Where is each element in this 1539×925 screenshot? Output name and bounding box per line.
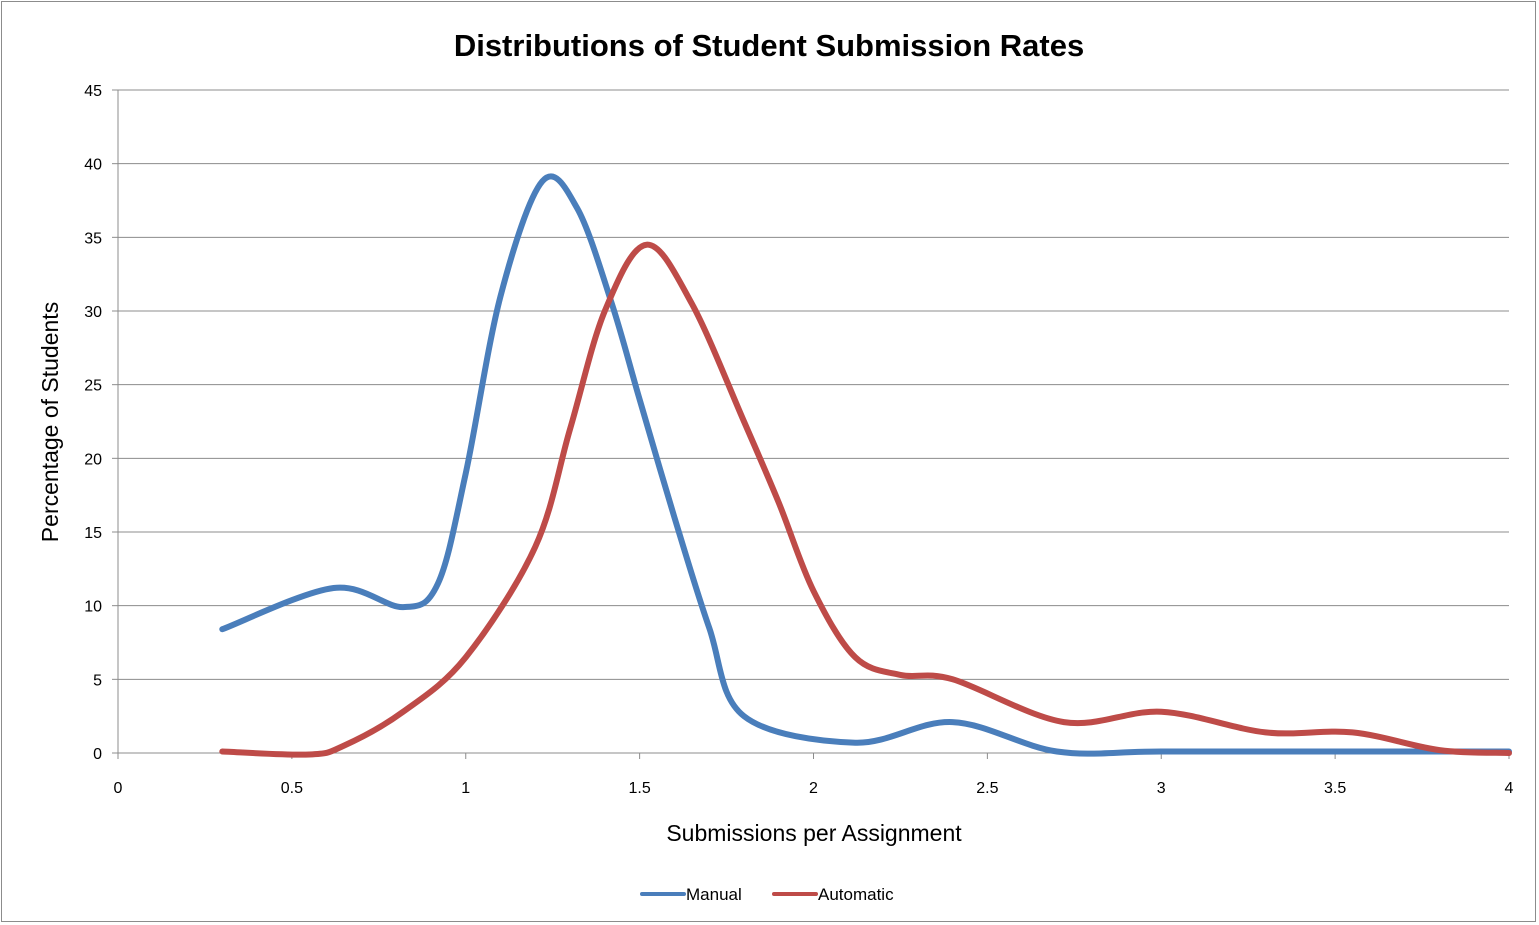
x-tick-label: 3.5 bbox=[1324, 780, 1346, 797]
y-tick-label: 0 bbox=[93, 746, 102, 763]
y-tick-label: 20 bbox=[84, 451, 102, 468]
legend-item-manual: Manual bbox=[640, 885, 742, 904]
y-tick-label: 5 bbox=[93, 672, 102, 689]
x-tick-label: 0.5 bbox=[281, 780, 303, 797]
series-line-automatic bbox=[219, 241, 1512, 758]
x-tick-label: 1.5 bbox=[629, 780, 651, 797]
y-axis-ticks: 0 5 10 15 20 25 30 35 40 45 bbox=[84, 83, 118, 763]
x-tick-label: 3 bbox=[1157, 780, 1166, 797]
x-tick-label: 1 bbox=[461, 780, 470, 797]
legend-item-automatic: Automatic bbox=[772, 885, 894, 904]
x-tick-label: 2.5 bbox=[976, 780, 998, 797]
y-tick-label: 30 bbox=[84, 304, 102, 321]
gridlines bbox=[118, 89, 1509, 680]
y-tick-label: 35 bbox=[84, 230, 102, 247]
chart-title: Distributions of Student Submission Rate… bbox=[454, 28, 1084, 63]
x-axis-ticks: 0 0.5 1 1.5 2 2.5 3 3.5 4 bbox=[114, 753, 1514, 797]
x-tick-label: 4 bbox=[1505, 780, 1514, 797]
y-tick-label: 40 bbox=[84, 157, 102, 174]
series-line-manual bbox=[219, 173, 1512, 757]
x-tick-label: 0 bbox=[114, 780, 123, 797]
x-axis-title: Submissions per Assignment bbox=[666, 820, 962, 846]
y-tick-label: 10 bbox=[84, 599, 102, 616]
series-layer bbox=[219, 173, 1512, 758]
axes bbox=[117, 90, 1509, 754]
y-tick-label: 45 bbox=[84, 83, 102, 100]
series-automatic bbox=[219, 241, 1512, 758]
legend: Manual Automatic bbox=[640, 885, 894, 904]
series-manual bbox=[219, 173, 1512, 757]
y-tick-label: 25 bbox=[84, 378, 102, 395]
legend-label: Manual bbox=[686, 885, 742, 904]
x-tick-label: 2 bbox=[809, 780, 818, 797]
legend-label: Automatic bbox=[818, 885, 894, 904]
y-axis-title: Percentage of Students bbox=[37, 302, 63, 542]
y-tick-label: 15 bbox=[84, 525, 102, 542]
